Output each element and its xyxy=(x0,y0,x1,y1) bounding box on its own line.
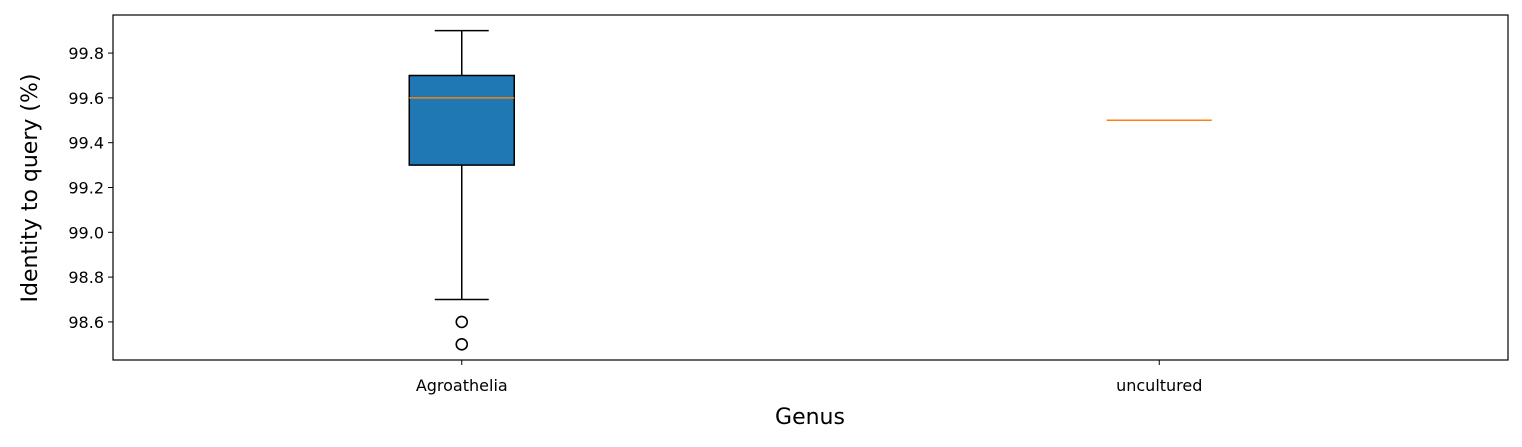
y-tick-label: 99.4 xyxy=(68,134,104,153)
y-tick-label: 99.2 xyxy=(68,179,104,198)
x-axis-title: Genus xyxy=(775,405,845,430)
x-tick-label: uncultured xyxy=(1116,376,1202,395)
x-tick-label: Agroathelia xyxy=(416,376,508,395)
y-tick-label: 99.6 xyxy=(68,89,104,108)
x-axis: Agroathelia uncultured xyxy=(416,360,1202,395)
outlier-point xyxy=(455,338,469,351)
plot-frame xyxy=(112,14,1509,361)
outlier-point xyxy=(455,315,469,329)
y-tick-label: 99.8 xyxy=(68,44,104,63)
iqr-box xyxy=(408,74,515,166)
y-axis-title: Identity to query (%) xyxy=(18,74,43,303)
y-tick-label: 99.0 xyxy=(68,223,104,242)
box-group xyxy=(408,29,515,351)
box-series xyxy=(408,29,1212,351)
y-tick-label: 98.8 xyxy=(68,268,104,287)
y-axis: 98.6 98.8 99.0 99.2 99.4 99.6 99.8 xyxy=(68,44,113,332)
y-tick-label: 98.6 xyxy=(68,313,104,332)
